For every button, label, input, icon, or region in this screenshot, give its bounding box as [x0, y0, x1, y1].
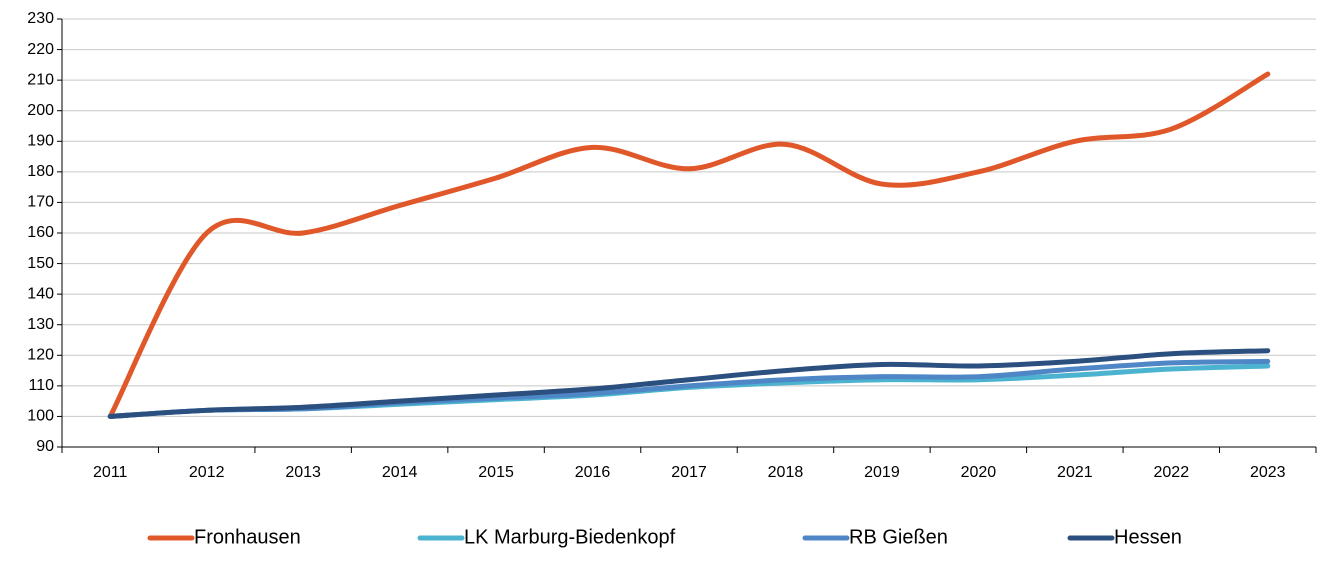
- y-tick-label: 150: [27, 255, 54, 272]
- y-tick-label: 220: [27, 41, 54, 58]
- x-tick-label: 2018: [768, 464, 804, 481]
- x-tick-label: 2019: [864, 464, 900, 481]
- legend-label: RB Gießen: [849, 526, 948, 548]
- x-tick-label: 2015: [478, 464, 514, 481]
- y-tick-label: 140: [27, 285, 54, 302]
- y-tick-label: 160: [27, 224, 54, 241]
- legend-label: Fronhausen: [194, 526, 301, 548]
- y-tick-label: 100: [27, 408, 54, 425]
- y-tick-label: 190: [27, 133, 54, 150]
- y-tick-label: 90: [36, 438, 54, 455]
- x-tick-label: 2013: [285, 464, 321, 481]
- x-tick-label: 2023: [1250, 464, 1286, 481]
- x-tick-label: 2020: [961, 464, 997, 481]
- x-tick-label: 2014: [382, 464, 418, 481]
- y-tick-label: 210: [27, 71, 54, 88]
- x-tick-label: 2016: [575, 464, 611, 481]
- y-tick-label: 180: [27, 163, 54, 180]
- y-tick-label: 200: [27, 102, 54, 119]
- x-tick-label: 2017: [671, 464, 707, 481]
- y-tick-label: 230: [27, 10, 54, 27]
- x-tick-label: 2011: [93, 464, 128, 481]
- y-tick-label: 110: [28, 377, 54, 394]
- x-tick-label: 2012: [189, 464, 225, 481]
- series-line: [107, 348, 1271, 419]
- legend-label: Hessen: [1114, 526, 1182, 548]
- y-tick-label: 170: [27, 194, 54, 211]
- series-line: [107, 71, 1271, 419]
- legend-label: LK Marburg-Biedenkopf: [464, 526, 676, 548]
- x-tick-label: 2021: [1057, 464, 1093, 481]
- y-tick-label: 130: [27, 316, 54, 333]
- x-tick-label: 2022: [1154, 464, 1190, 481]
- y-tick-label: 120: [27, 347, 54, 364]
